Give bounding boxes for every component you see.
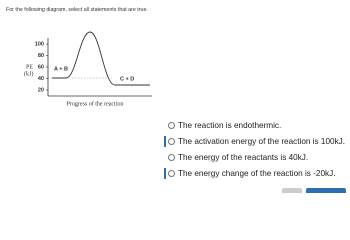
secondary-button[interactable]	[282, 188, 302, 193]
primary-button[interactable]	[306, 188, 346, 193]
focus-bar	[164, 120, 166, 131]
reactants-label: A + B	[54, 66, 68, 72]
option-text: The reaction is endothermic.	[178, 120, 282, 130]
radio[interactable]	[168, 137, 175, 145]
focus-bar	[164, 152, 166, 163]
page: For the following diagram, select all st…	[6, 7, 346, 193]
y-label: PE	[26, 64, 33, 70]
focus-bar	[164, 167, 166, 179]
y-tick-label: 80	[38, 53, 44, 59]
option[interactable]: The activation energy of the reaction is…	[164, 135, 345, 147]
diagram: PE (kJ) 100 80 60 40 20 A + B C + D Progress…	[24, 31, 152, 107]
option[interactable]: The energy change of the reaction is -20…	[164, 167, 335, 179]
option-text: The energy change of the reaction is -20…	[178, 168, 336, 178]
radio[interactable]	[168, 121, 175, 129]
y-tick-label: 40	[38, 76, 44, 82]
x-label: Progress of the reaction	[67, 100, 124, 107]
option[interactable]: The reaction is endothermic.	[164, 119, 281, 131]
radio[interactable]	[168, 153, 175, 161]
option[interactable]: The energy of the reactants is 40kJ.	[164, 151, 308, 163]
energy-curve	[52, 31, 150, 86]
y-label: (kJ)	[24, 70, 33, 77]
radio[interactable]	[168, 169, 175, 177]
y-tick-label: 20	[38, 87, 44, 93]
focus-bar	[164, 135, 166, 147]
y-tick-label: 100	[35, 41, 44, 47]
question: For the following diagram, select all st…	[6, 7, 148, 13]
option-text: The energy of the reactants is 40kJ.	[178, 152, 309, 162]
y-tick-label: 60	[38, 64, 44, 70]
option-text: The activation energy of the reaction is…	[178, 136, 346, 146]
products-label: C + D	[120, 76, 134, 82]
